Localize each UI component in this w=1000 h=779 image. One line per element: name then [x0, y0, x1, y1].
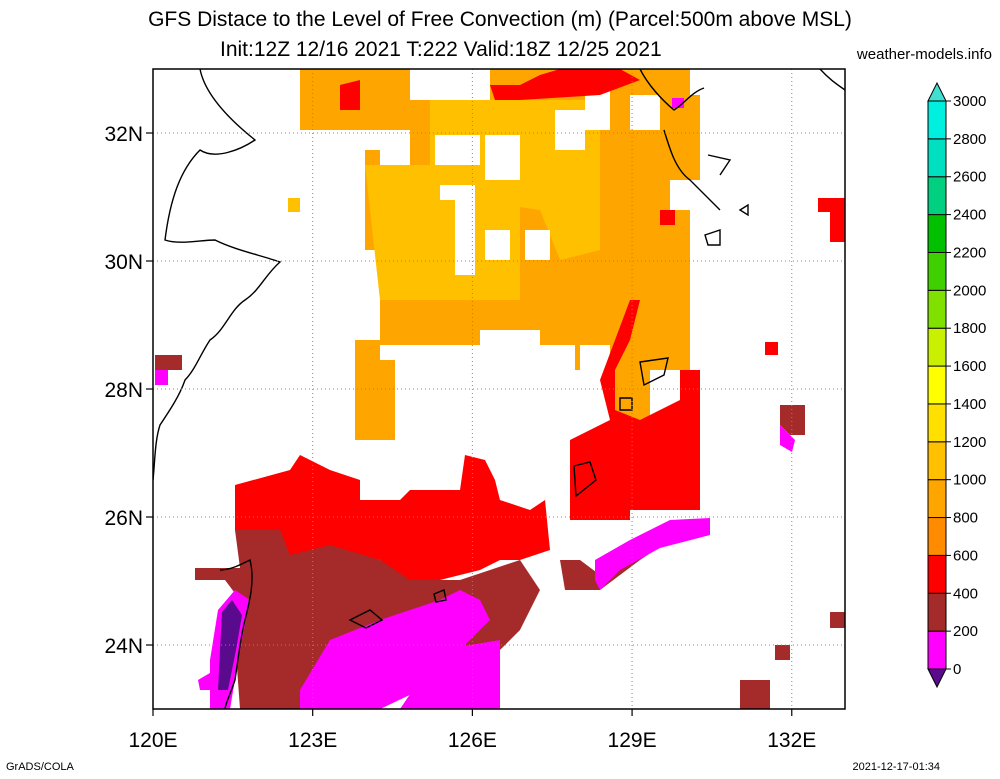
- lat-tick-label: 26N: [104, 507, 143, 530]
- lat-tick-label: 28N: [104, 379, 143, 402]
- colorbar-label: 3000: [953, 93, 986, 110]
- colorbar-segment: [927, 441, 947, 481]
- footer-right: 2021-12-17-01:34: [852, 761, 940, 773]
- colorbar-label: 800: [953, 510, 978, 527]
- field-band-400-600: [340, 69, 845, 520]
- colorbar-label: 1600: [953, 358, 986, 375]
- colorbar-segment: [927, 592, 947, 632]
- chart-title: GFS Distace to the Level of Free Convect…: [148, 8, 852, 31]
- colorbar-segment: [927, 214, 947, 253]
- colorbar-label: 400: [953, 585, 978, 602]
- colorbar-segment: [927, 479, 947, 519]
- field-band-800-1000: [365, 100, 600, 300]
- colorbar-segment: [927, 138, 947, 178]
- field-band-200-400: [155, 355, 845, 709]
- colorbar-segment: [927, 327, 947, 367]
- field-band-400-600-south: [235, 455, 550, 580]
- lon-tick-label: 132E: [767, 729, 816, 752]
- colorbar-label: 1800: [953, 320, 986, 337]
- lon-tick-label: 120E: [128, 729, 177, 752]
- colorbar-segment: [927, 630, 947, 670]
- colorbar: 0 200 400 600 800 1000 1200 1400 1600 1800 2000 220…: [927, 81, 986, 689]
- chart-subtitle: Init:12Z 12/16 2021 T:222 Valid:18Z 12/2…: [220, 38, 662, 61]
- brand-label: weather-models.info: [856, 46, 992, 63]
- colorbar-label: 2200: [953, 244, 986, 261]
- colorbar-segment: [927, 176, 947, 216]
- colorbar-arrow-low: [927, 668, 947, 689]
- colorbar-label: 200: [953, 623, 978, 640]
- lon-tick-label: 129E: [608, 729, 657, 752]
- colorbar-label: 0: [953, 661, 961, 678]
- lat-tick-label: 32N: [104, 123, 143, 146]
- colorbar-segment: [927, 403, 947, 443]
- colorbar-label: 2400: [953, 207, 986, 224]
- lat-tick-label: 24N: [104, 635, 143, 658]
- colorbar-segment: [927, 251, 947, 291]
- field-shading: [153, 69, 845, 709]
- colorbar-label: 1000: [953, 472, 986, 489]
- colorbar-label: 2600: [953, 169, 986, 186]
- field-band-0-200: [155, 98, 795, 709]
- colorbar-label: 2800: [953, 131, 986, 148]
- lon-tick-label: 123E: [288, 729, 337, 752]
- colorbar-segment: [927, 289, 947, 329]
- axis-ticks: 120E 123E 126E 129E 132E 24N 26N 28N 30N 32N: [104, 123, 816, 752]
- lon-tick-label: 126E: [448, 729, 497, 752]
- footer-left: GrADS/COLA: [6, 761, 74, 773]
- colorbar-segment: [927, 100, 947, 140]
- colorbar-segment: [927, 554, 947, 594]
- colorbar-label: 1400: [953, 396, 986, 413]
- colorbar-label: 600: [953, 547, 978, 564]
- colorbar-segment: [927, 517, 947, 556]
- lat-tick-label: 30N: [104, 251, 143, 274]
- field-hole: [380, 69, 700, 420]
- colorbar-label: 2000: [953, 282, 986, 299]
- colorbar-label: 1200: [953, 434, 986, 451]
- colorbar-arrow-high: [927, 81, 947, 102]
- gridlines: [153, 69, 845, 709]
- field-patch: [288, 198, 300, 212]
- colorbar-segment: [927, 365, 947, 405]
